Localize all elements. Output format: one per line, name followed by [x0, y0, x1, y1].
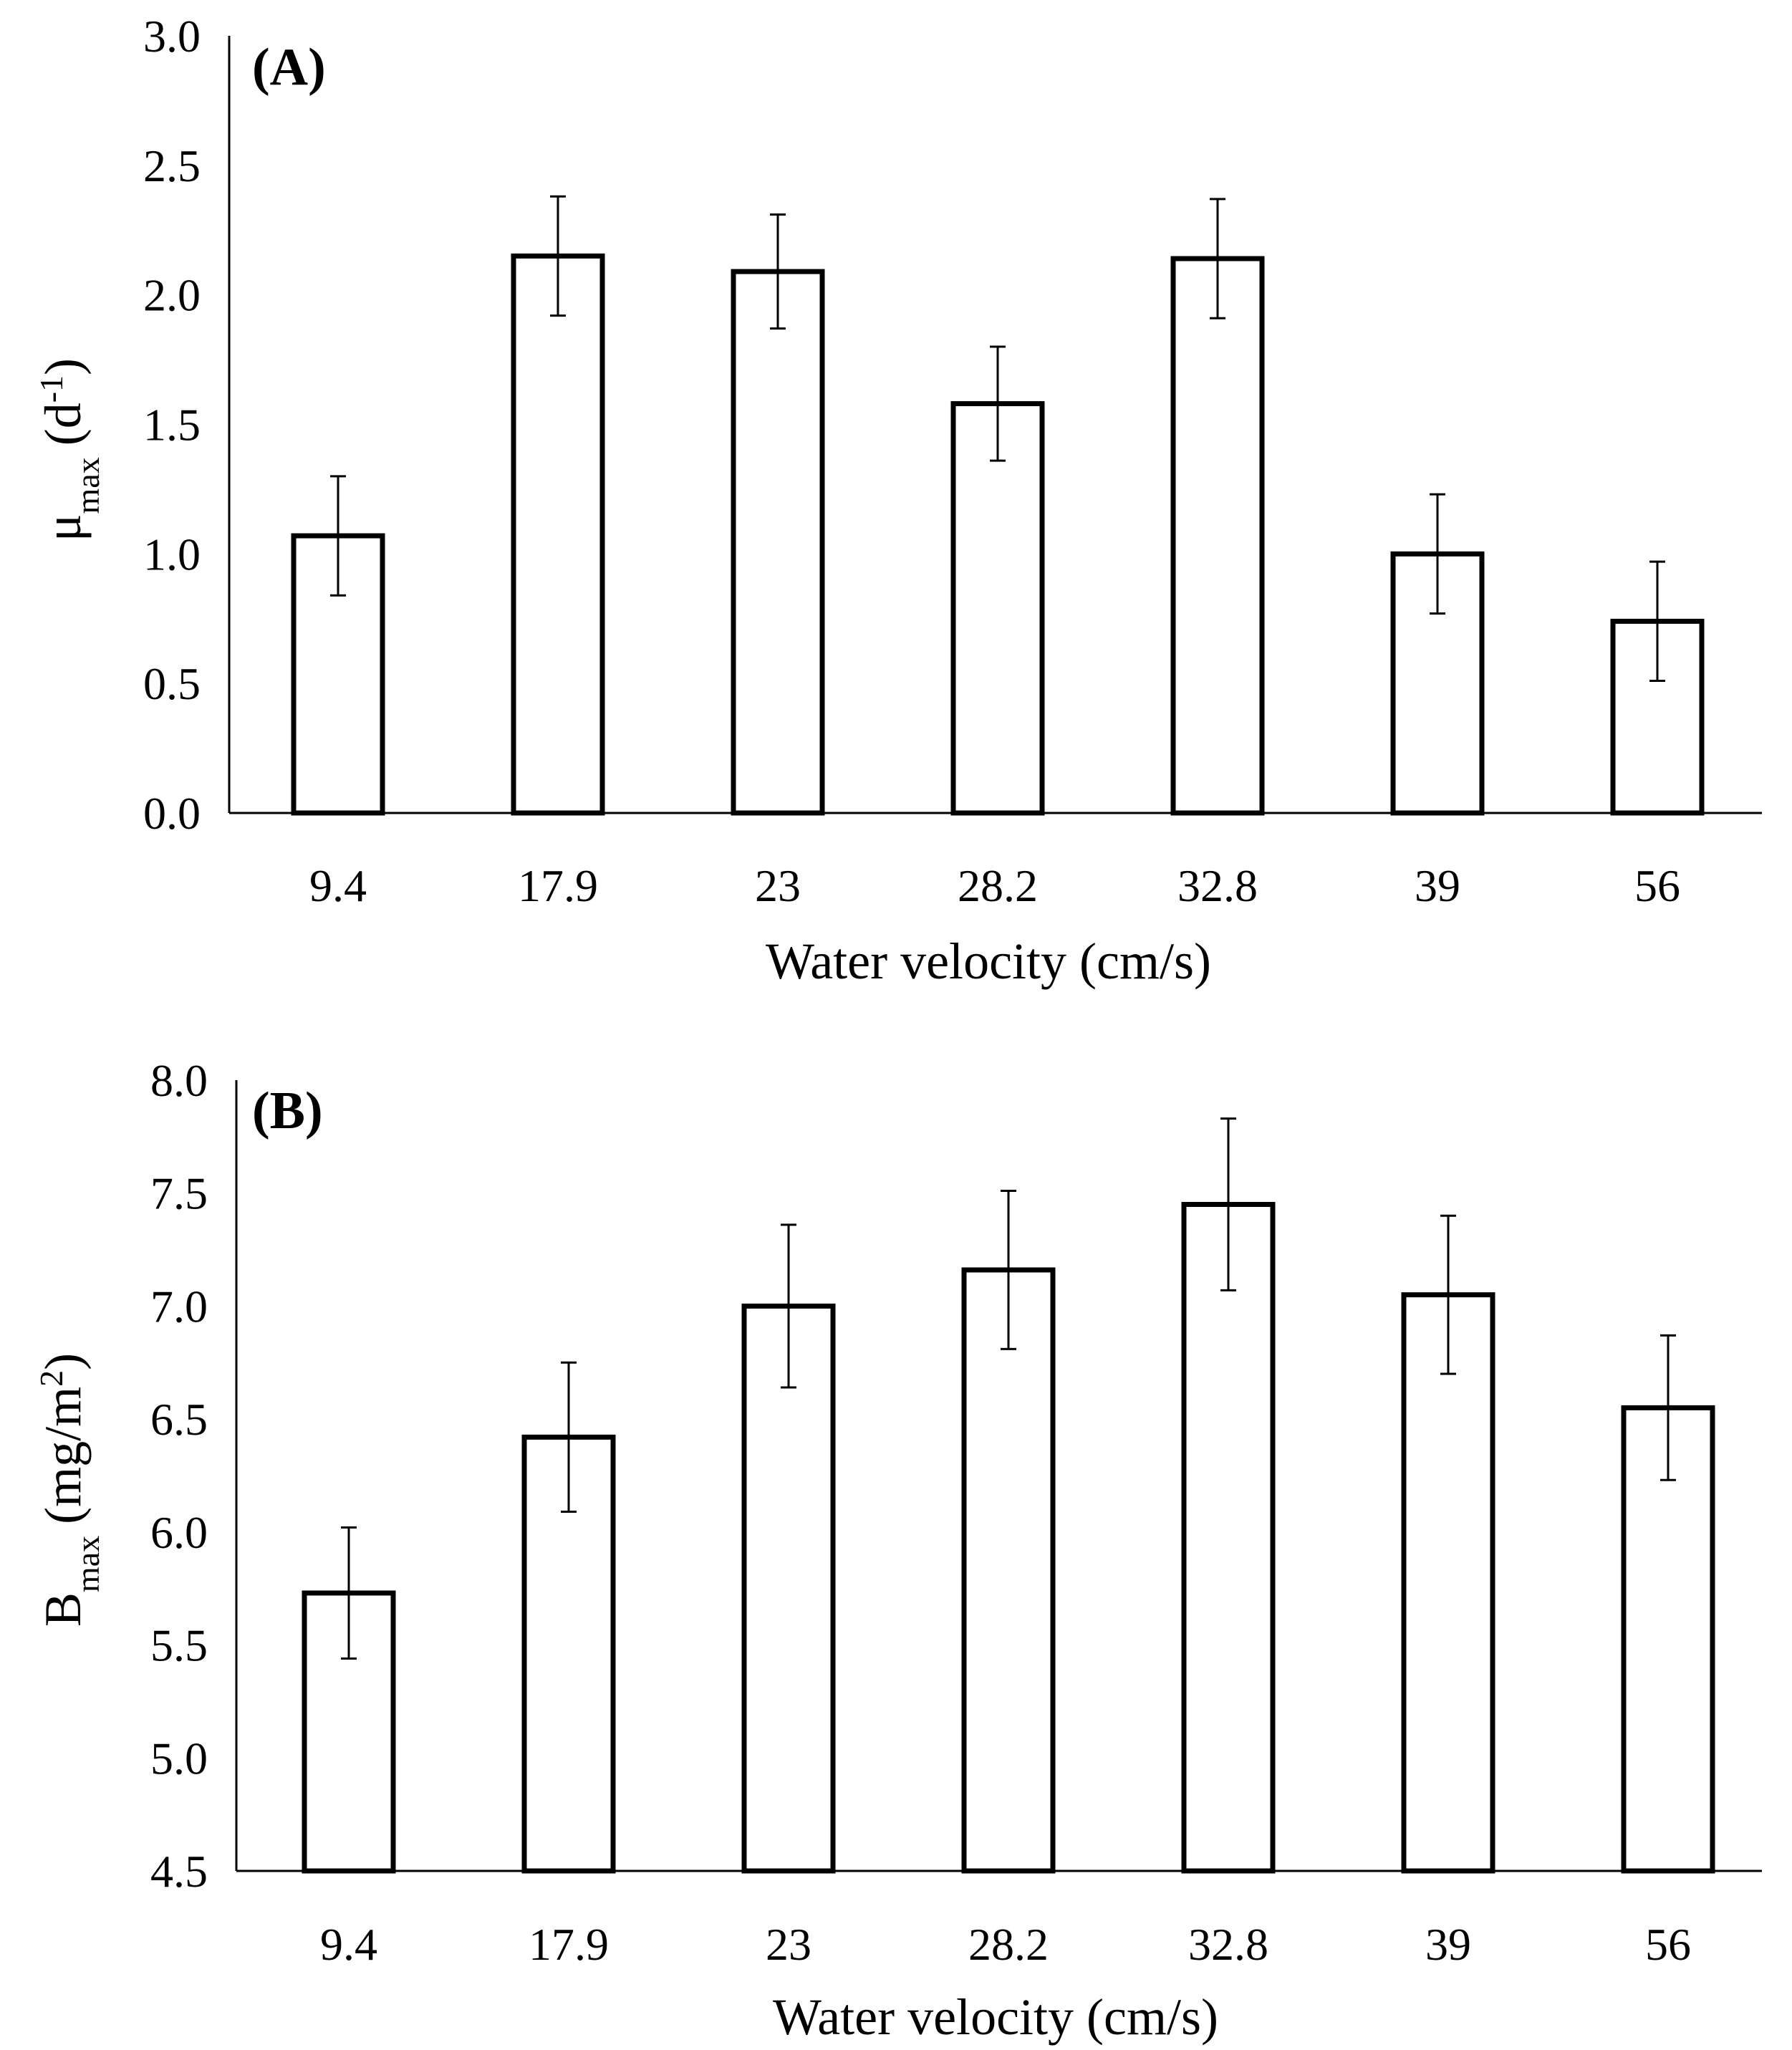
y-tick-label: 5.0 — [150, 1733, 208, 1784]
y-tick-label: 6.0 — [150, 1507, 208, 1558]
x-tick-label: 17.9 — [529, 1919, 609, 1970]
x-tick-label: 39 — [1415, 860, 1460, 911]
x-axis-title-b: Water velocity (cm/s) — [773, 1988, 1218, 2046]
y-axis-title-b: Bmax (mg/m2) — [33, 1353, 106, 1627]
x-tick-label: 56 — [1634, 860, 1680, 911]
panel-label-a: (A) — [252, 38, 326, 97]
y-axis-title-a-close: ) — [34, 358, 92, 375]
x-axis-title-a: Water velocity (cm/s) — [766, 933, 1211, 990]
bar-23 — [741, 1303, 836, 1874]
bar-23 — [731, 269, 825, 816]
y-axis-title-a-sub: max — [69, 457, 106, 514]
y-tick-label: 8.0 — [150, 1055, 208, 1106]
x-tick-label: 9.4 — [320, 1919, 377, 1970]
x-tick-label: 56 — [1645, 1919, 1691, 1970]
y-axis-title-a-main: μ — [34, 514, 92, 542]
y-tick-label: 5.5 — [150, 1620, 208, 1671]
panel-label-b: (B) — [252, 1082, 323, 1140]
y-tick-label: 7.0 — [150, 1281, 208, 1332]
y-axis-title-b-close: ) — [34, 1353, 92, 1370]
bar-32.8 — [1181, 1201, 1276, 1874]
x-tick-label: 32.8 — [1177, 860, 1258, 911]
bar-17.9 — [511, 253, 605, 816]
chart-panel-a: (A) Water velocity (cm/s) μmax (d-1) 0.0 0… — [33, 11, 1762, 990]
y-axis-title-b-unit: (mg/m — [34, 1387, 92, 1524]
x-tick-label: 39 — [1425, 1919, 1471, 1970]
x-tick-label: 28.2 — [958, 860, 1038, 911]
y-tick-label: 3.0 — [143, 11, 201, 62]
y-axis-title-a: μmax (d-1) — [33, 358, 106, 542]
x-tick-label: 28.2 — [968, 1919, 1049, 1970]
chart-panel-b: (B) Water velocity (cm/s) Bmax (mg/m2) 4.… — [33, 1055, 1762, 2046]
bar-39 — [1390, 551, 1485, 816]
y-tick-label: 2.5 — [143, 140, 201, 191]
x-tick-label: 32.8 — [1188, 1919, 1268, 1970]
x-tick-label: 9.4 — [309, 860, 367, 911]
x-tick-label: 17.9 — [518, 860, 598, 911]
y-tick-label: 6.5 — [150, 1394, 208, 1445]
y-tick-label: 7.5 — [150, 1168, 208, 1219]
bar-56 — [1621, 1405, 1715, 1874]
y-tick-label: 1.0 — [143, 529, 201, 579]
y-tick-label: 4.5 — [150, 1846, 208, 1897]
bar-28.2 — [950, 401, 1045, 816]
x-tick-label: 23 — [755, 860, 801, 911]
y-tick-label: 0.5 — [143, 658, 201, 709]
x-tick-label: 23 — [766, 1919, 811, 1970]
y-axis-title-a-unit: (d — [34, 403, 92, 446]
bar-28.2 — [961, 1267, 1056, 1874]
y-tick-label: 0.0 — [143, 788, 201, 839]
y-tick-label: 1.5 — [143, 400, 201, 451]
y-axis-title-b-main: B — [34, 1592, 92, 1627]
y-axis-title-b-sub: max — [69, 1536, 106, 1592]
bar-39 — [1401, 1292, 1495, 1874]
bar-32.8 — [1170, 256, 1265, 816]
y-axis-title-a-sup: -1 — [33, 375, 69, 403]
y-axis-title-b-sup: 2 — [33, 1370, 69, 1387]
y-tick-label: 2.0 — [143, 270, 201, 321]
